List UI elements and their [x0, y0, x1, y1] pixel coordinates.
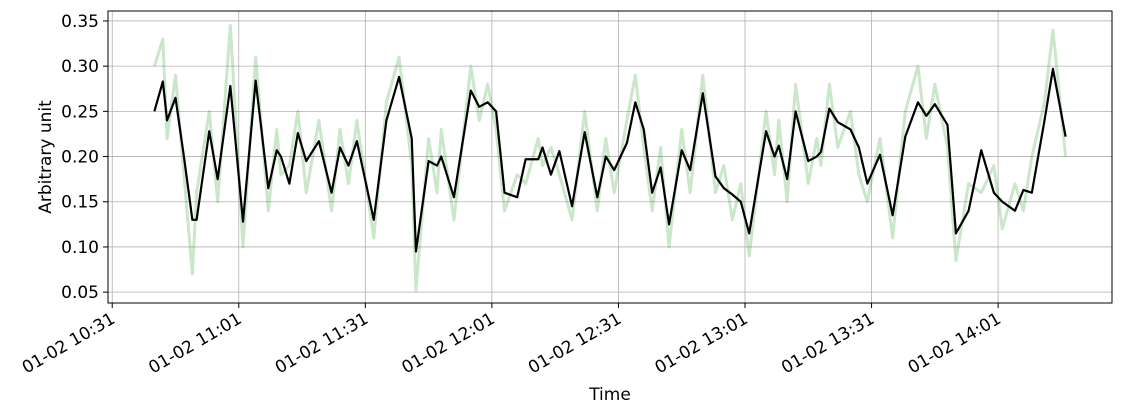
x-tick-label: 01-02 12:01 [398, 309, 498, 378]
y-tick-label: 0.10 [61, 238, 99, 258]
x-tick-label: 01-02 13:31 [778, 309, 878, 378]
plot-area [108, 11, 1112, 303]
x-tick-label: 01-02 10:31 [19, 309, 119, 378]
y-tick-label: 0.25 [61, 102, 99, 122]
x-tick-label: 01-02 11:31 [272, 309, 372, 378]
y-axis-label: Arbitrary unit [36, 100, 56, 214]
x-tick-label: 01-02 13:01 [652, 309, 752, 378]
raw-line [152, 23, 1068, 292]
x-tick-label: 01-02 12:31 [525, 309, 625, 378]
smoothed-line [153, 67, 1067, 253]
y-tick-label: 0.35 [61, 12, 99, 32]
x-tick-label: 01-02 14:01 [905, 309, 1005, 378]
y-tick-label: 0.30 [61, 57, 99, 77]
x-axis-label: Time [588, 385, 631, 405]
y-tick-label: 0.20 [61, 148, 99, 168]
y-tick-label: 0.05 [61, 283, 99, 303]
x-tick-label: 01-02 11:01 [145, 309, 245, 378]
y-tick-label: 0.15 [61, 193, 99, 213]
